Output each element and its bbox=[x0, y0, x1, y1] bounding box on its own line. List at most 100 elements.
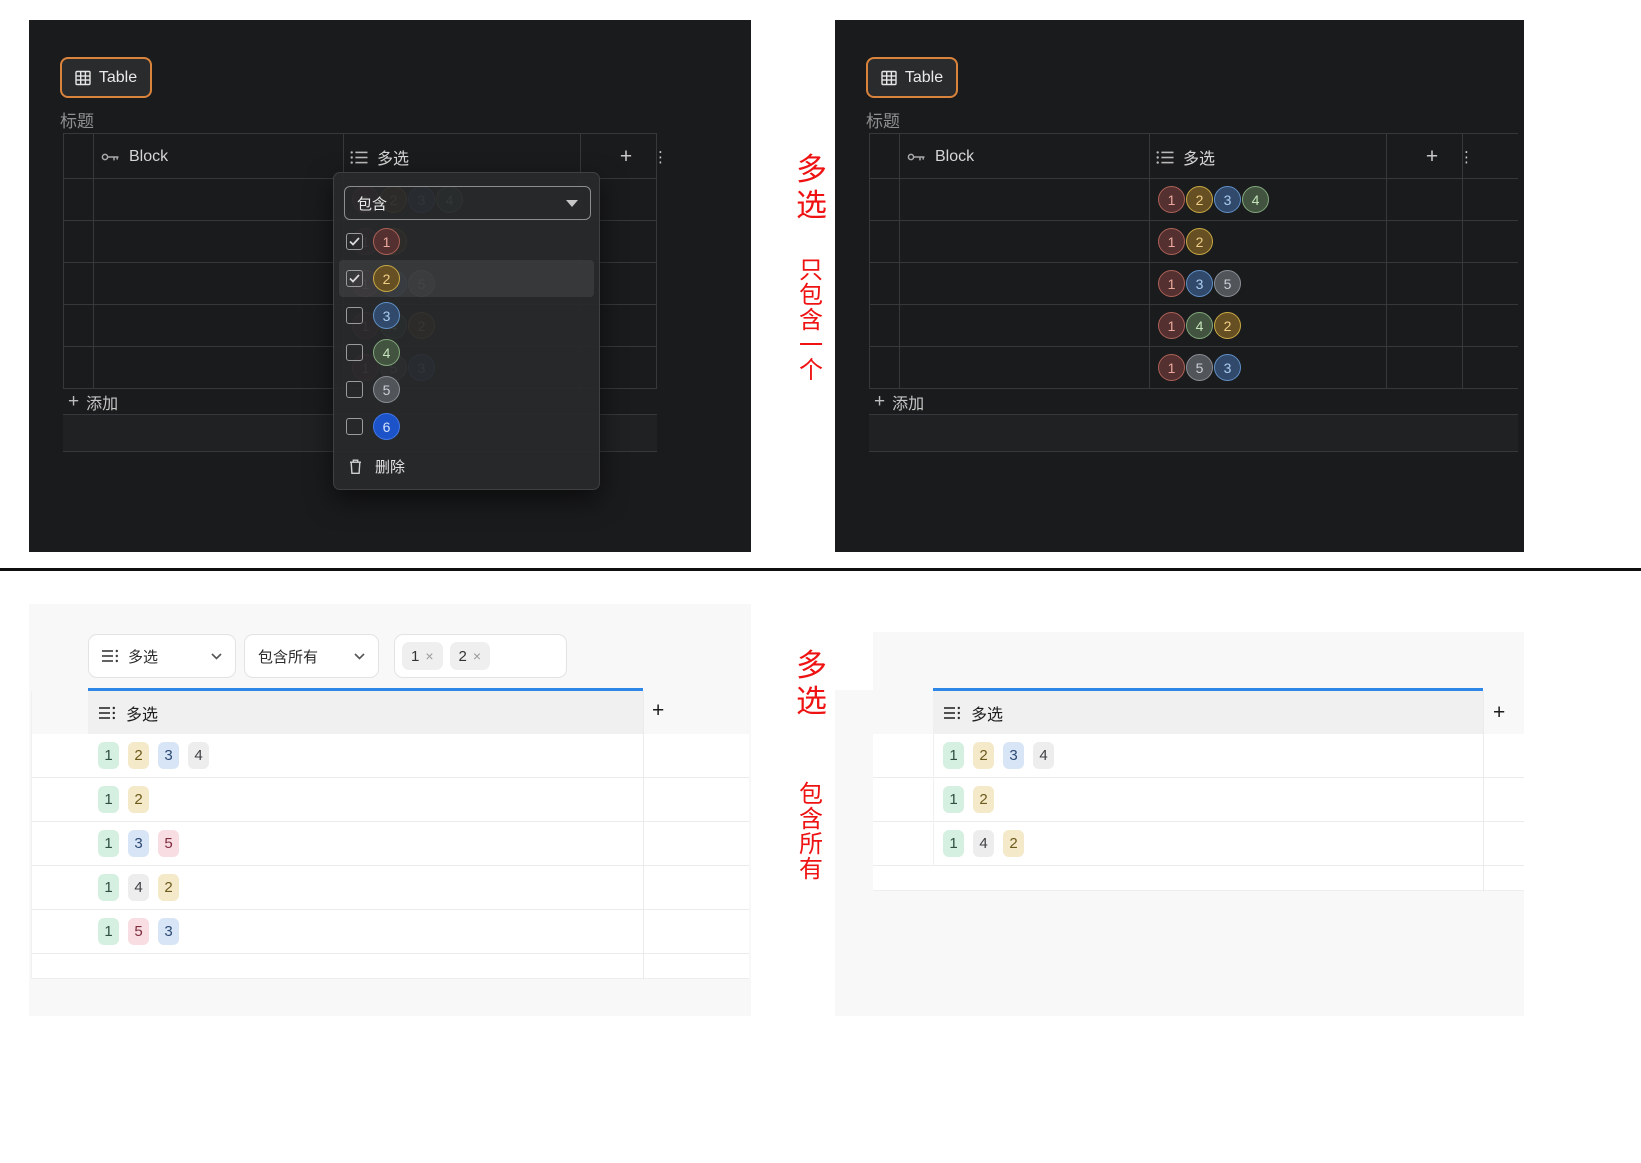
checkbox-icon[interactable] bbox=[346, 307, 363, 324]
option-badge: 2 bbox=[1214, 312, 1241, 339]
delete-field-button[interactable]: 删除 bbox=[334, 447, 599, 485]
checkbox-icon[interactable] bbox=[346, 381, 363, 398]
add-column-button[interactable]: + bbox=[619, 145, 633, 168]
option-tag: 1 bbox=[98, 874, 119, 901]
column-header-block[interactable]: Block bbox=[101, 134, 168, 180]
option-badge: 1 bbox=[1158, 312, 1185, 339]
add-row-button[interactable]: + 添加 bbox=[869, 389, 1518, 415]
add-column-button[interactable]: + bbox=[652, 699, 665, 722]
option-tag: 3 bbox=[158, 742, 179, 769]
add-column-button[interactable]: + bbox=[1425, 145, 1439, 168]
dropdown-option[interactable]: 5 bbox=[334, 371, 599, 408]
table-view-button[interactable]: Table bbox=[60, 57, 152, 98]
multiselect-list-icon bbox=[350, 150, 368, 165]
plus-icon: + bbox=[68, 390, 80, 412]
option-badge: 5 bbox=[1186, 354, 1213, 381]
checkbox-checked-icon[interactable] bbox=[346, 270, 363, 287]
option-tag: 4 bbox=[973, 830, 994, 857]
dropdown-option[interactable]: 3 bbox=[334, 297, 599, 334]
add-row-label: 添加 bbox=[86, 395, 119, 413]
column-header-multi[interactable]: 多选 bbox=[88, 688, 643, 734]
key-icon bbox=[101, 151, 120, 163]
chip-remove-icon[interactable]: × bbox=[425, 648, 434, 664]
checkbox-icon[interactable] bbox=[346, 418, 363, 435]
option-tag: 1 bbox=[98, 918, 119, 945]
checkbox-icon[interactable] bbox=[346, 344, 363, 361]
table-grid-icon bbox=[75, 70, 91, 86]
multiselect-list-icon bbox=[102, 649, 119, 663]
table-menu-button[interactable]: ⋮ bbox=[1459, 149, 1475, 166]
option-badge: 1 bbox=[1158, 186, 1185, 213]
option-tag: 3 bbox=[158, 918, 179, 945]
empty-row bbox=[869, 415, 1518, 452]
section-title: 标题 bbox=[866, 112, 900, 131]
option-badge: 4 bbox=[373, 339, 400, 366]
option-badge: 3 bbox=[1214, 186, 1241, 213]
option-tag: 1 bbox=[943, 742, 964, 769]
new-row-area[interactable] bbox=[31, 954, 749, 979]
option-badge: 2 bbox=[1186, 186, 1213, 213]
multiselect-list-icon bbox=[99, 706, 116, 720]
filter-value-chip[interactable]: 1 × bbox=[402, 642, 443, 670]
option-badge: 3 bbox=[1186, 270, 1213, 297]
top-spacer bbox=[835, 604, 1524, 632]
chevron-down-icon bbox=[211, 652, 222, 660]
option-tag: 3 bbox=[128, 830, 149, 857]
dropdown-option[interactable]: 2 bbox=[339, 260, 594, 297]
filter-operator-select[interactable]: 包含所有 bbox=[244, 634, 379, 678]
filter-value-chip[interactable]: 2 × bbox=[449, 642, 491, 670]
section-divider bbox=[0, 568, 1641, 571]
option-badge: 3 bbox=[373, 302, 400, 329]
option-badge: 5 bbox=[373, 376, 400, 403]
chip-remove-icon[interactable]: × bbox=[472, 648, 482, 664]
column-header-multi[interactable]: 多选 bbox=[350, 134, 409, 180]
table-grid-icon bbox=[881, 70, 897, 86]
option-badge: 1 bbox=[373, 228, 400, 255]
add-column-button[interactable]: + bbox=[1493, 701, 1506, 724]
column-header-multi[interactable]: 多选 bbox=[1156, 134, 1215, 180]
add-row-label: 添加 bbox=[892, 395, 925, 413]
delete-field-label: 删除 bbox=[375, 458, 406, 476]
filter-field-select[interactable]: 多选 bbox=[88, 634, 236, 678]
dropdown-option[interactable]: 6 bbox=[334, 408, 599, 445]
option-tag: 1 bbox=[98, 786, 119, 813]
trash-icon bbox=[348, 458, 363, 475]
column-header-multi-label: 多选 bbox=[971, 706, 1004, 724]
column-header-block[interactable]: Block bbox=[907, 134, 974, 180]
table-header-row: Block 多选 + ⋮ bbox=[869, 133, 1518, 179]
chip-label: 2 bbox=[458, 647, 467, 665]
filter-values-input[interactable]: 1 × 2 × bbox=[394, 634, 567, 678]
option-badge: 5 bbox=[1214, 270, 1241, 297]
operator-select[interactable]: 包含 bbox=[344, 186, 591, 220]
table-menu-button[interactable]: ⋮ bbox=[653, 149, 669, 166]
new-row-area[interactable] bbox=[873, 866, 1524, 891]
checkbox-checked-icon[interactable] bbox=[346, 233, 363, 250]
chevron-down-icon bbox=[354, 652, 365, 660]
table-view-button[interactable]: Table bbox=[866, 57, 958, 98]
option-badge: 1 bbox=[1158, 270, 1185, 297]
option-tag: 5 bbox=[128, 918, 149, 945]
dropdown-option[interactable]: 1 bbox=[334, 223, 599, 260]
column-header-multi[interactable]: 多选 bbox=[933, 688, 1483, 734]
filter-operator-value: 包含所有 bbox=[258, 648, 319, 666]
option-tag: 2 bbox=[973, 742, 994, 769]
option-tag: 2 bbox=[128, 786, 149, 813]
option-tag: 4 bbox=[1033, 742, 1054, 769]
dropdown-option[interactable]: 4 bbox=[334, 334, 599, 371]
